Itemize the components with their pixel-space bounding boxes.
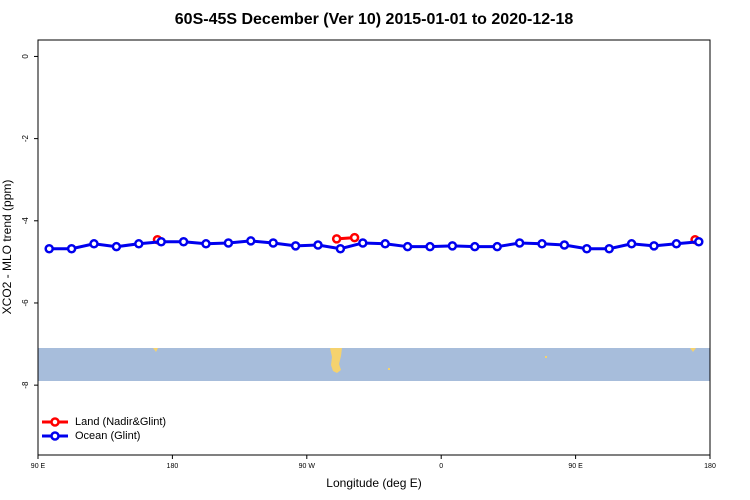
- data-point: [111, 241, 122, 252]
- map-ocean: [38, 348, 710, 381]
- data-point: [694, 236, 704, 247]
- data-point: [134, 239, 144, 249]
- x-tick-label: 90 E: [568, 463, 583, 470]
- x-tick-label: 0: [439, 463, 443, 470]
- y-tick-label: -2: [21, 135, 30, 143]
- data-point: [559, 240, 570, 250]
- data-point: [582, 243, 592, 254]
- data-point: [349, 232, 360, 243]
- x-axis-label: Longitude (deg E): [326, 476, 421, 490]
- data-point: [335, 243, 346, 254]
- data-point: [514, 238, 525, 248]
- data-point: [331, 234, 342, 244]
- data-point: [223, 238, 234, 248]
- data-point: [156, 236, 166, 247]
- data-point: [447, 241, 458, 251]
- data-point: [537, 239, 547, 249]
- data-point: [402, 241, 413, 252]
- x-tick-label: 90 W: [299, 463, 316, 470]
- data-point: [44, 243, 54, 254]
- legend-marker: [50, 431, 60, 441]
- data-point: [246, 236, 256, 246]
- data-point: [178, 236, 189, 247]
- plot-frame: [37, 39, 711, 456]
- legend-marker: [50, 417, 60, 427]
- chart-title: 60S-45S December (Ver 10) 2015-01-01 to …: [175, 11, 574, 28]
- x-tick-label: 90 E: [31, 463, 46, 470]
- x-tick-label: 180: [167, 463, 179, 470]
- y-tick-label: 0: [21, 54, 30, 59]
- y-tick-label: -6: [21, 299, 30, 307]
- y-tick-label: -8: [21, 381, 30, 389]
- legend-label: Ocean (Glint): [75, 430, 140, 442]
- x-tick-label: 180: [704, 463, 716, 470]
- legend-label: Land (Nadir&Glint): [75, 416, 166, 428]
- data-point: [89, 239, 99, 249]
- data-point: [470, 241, 480, 252]
- data-point: [201, 239, 211, 249]
- data-point: [626, 239, 637, 249]
- series-line: [49, 239, 699, 251]
- data-point: [604, 243, 614, 254]
- data-point: [290, 241, 301, 251]
- y-tick-label: -4: [21, 217, 30, 225]
- data-point: [671, 239, 682, 249]
- y-axis-label: XCO2 - MLO trend (ppm): [0, 180, 14, 315]
- data-point: [313, 240, 323, 250]
- data-point: [492, 241, 502, 252]
- data-point: [358, 238, 368, 248]
- data-point: [66, 243, 77, 254]
- data-point: [380, 239, 390, 249]
- data-point: [425, 241, 435, 252]
- data-point: [268, 238, 278, 248]
- data-point: [649, 241, 659, 251]
